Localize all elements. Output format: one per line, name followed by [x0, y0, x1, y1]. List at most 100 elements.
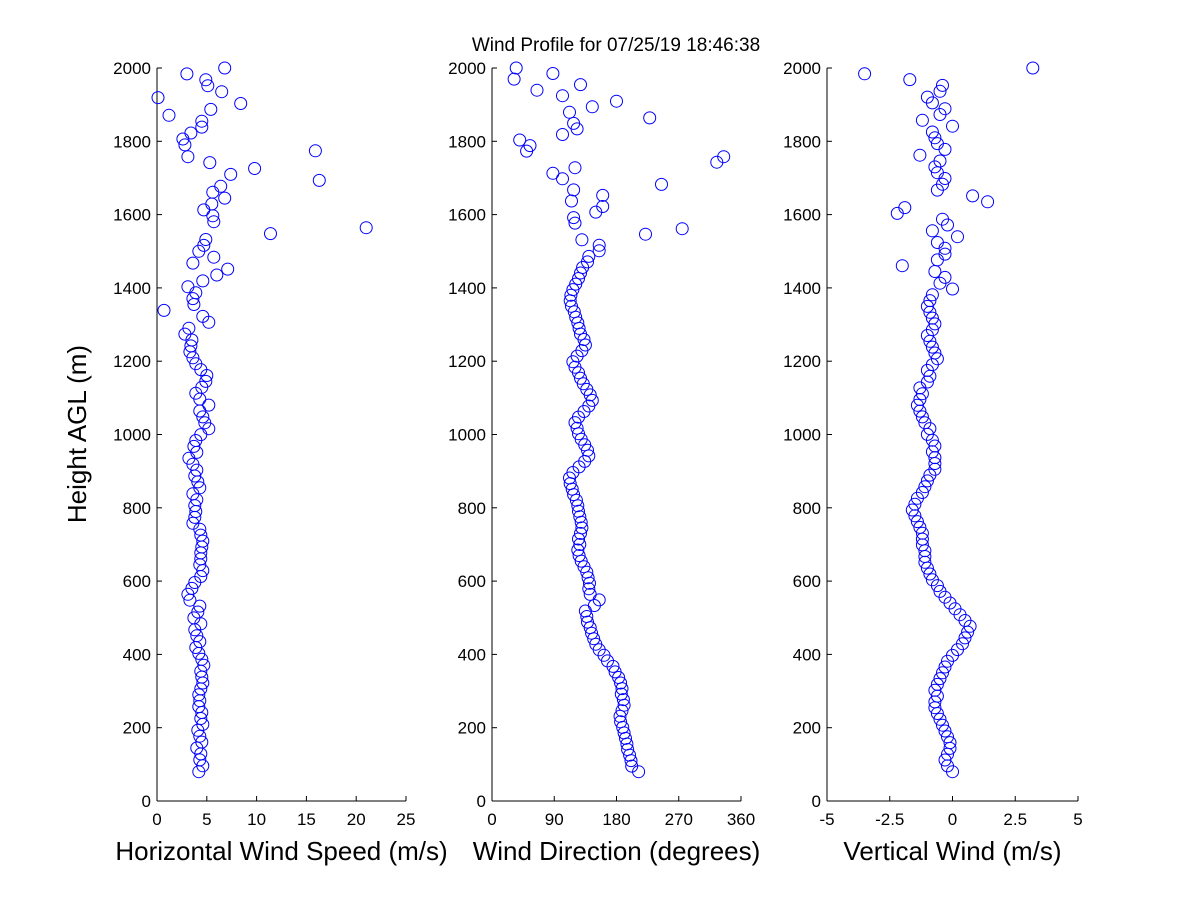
data-point: [592, 238, 606, 252]
data-point: [186, 292, 200, 306]
data-point: [184, 126, 198, 140]
data-point: [614, 676, 628, 690]
x-tick-label: -2.5: [875, 810, 904, 829]
y-tick-label: 600: [793, 572, 821, 591]
panel-2: 0 200 400 600 800 1000 1200 1400 1600 1800 2000 0 90…: [448, 59, 760, 866]
data-point: [196, 410, 210, 424]
data-point: [162, 108, 176, 122]
data-point: [614, 687, 628, 701]
data-point: [556, 128, 569, 141]
data-point: [918, 416, 932, 430]
data-point: [573, 510, 587, 524]
data-point: [930, 137, 944, 151]
y-tick-label: 800: [123, 499, 151, 518]
data-point: [938, 102, 952, 116]
data-point: [210, 268, 224, 282]
data-point: [218, 61, 232, 75]
data-point: [204, 102, 218, 116]
data-point: [643, 111, 657, 125]
data-point: [193, 753, 207, 767]
x-tick-label: 20: [347, 810, 366, 829]
data-point: [581, 571, 595, 585]
data-point: [546, 67, 560, 80]
data-point: [207, 250, 221, 264]
data-point: [568, 360, 582, 374]
data-point: [925, 573, 939, 587]
data-point: [925, 224, 939, 238]
data-point: [933, 584, 947, 598]
x-tick-label: 360: [727, 810, 755, 829]
data-point: [981, 195, 995, 209]
data-point: [575, 233, 589, 247]
data-point: [933, 84, 947, 98]
data-point: [193, 599, 207, 613]
data-point: [920, 474, 934, 488]
y-tick-label: 1000: [448, 426, 486, 445]
x-tick-label: 0: [152, 810, 161, 829]
data-point: [936, 177, 949, 191]
data-point: [895, 259, 909, 273]
data-point: [580, 610, 594, 623]
data-point: [190, 629, 204, 643]
data-point: [507, 72, 521, 86]
data-point: [930, 677, 944, 691]
data-point: [248, 162, 262, 175]
data-point: [581, 255, 594, 269]
data-point: [573, 538, 587, 551]
data-point: [312, 173, 326, 187]
data-point: [530, 83, 544, 97]
data-point: [196, 534, 210, 548]
data-point: [582, 582, 596, 596]
data-point: [564, 288, 578, 302]
data-point: [915, 410, 929, 424]
data-point: [936, 212, 949, 226]
data-point: [193, 729, 207, 743]
data-point: [575, 521, 589, 535]
x-tick-label: 2.5: [1003, 810, 1027, 829]
data-point: [943, 736, 957, 750]
data-point: [585, 626, 599, 640]
data-point: [199, 73, 213, 87]
y-tick-label: 800: [458, 499, 486, 518]
data-point: [556, 89, 569, 103]
data-point: [218, 191, 232, 205]
x-tick-label: 90: [545, 810, 564, 829]
data-point: [574, 526, 587, 540]
y-tick-label: 2000: [783, 59, 821, 78]
data-point: [592, 244, 606, 258]
data-point: [197, 658, 211, 672]
data-point: [523, 139, 537, 153]
data-point: [563, 105, 576, 119]
x-tick-label: 0: [948, 810, 957, 829]
x-axis-label: Wind Direction (degrees): [473, 836, 761, 866]
y-tick-label: 1200: [783, 352, 821, 371]
data-point: [903, 73, 917, 87]
data-point: [570, 421, 584, 435]
y-tick-label: 0: [477, 792, 486, 811]
data-point: [614, 715, 628, 729]
data-point: [583, 587, 597, 601]
data-point: [574, 371, 587, 385]
data-point: [567, 116, 581, 130]
data-point: [568, 216, 582, 230]
data-point: [928, 317, 942, 331]
data-point: [938, 753, 952, 767]
data-point: [938, 724, 952, 738]
data-point: [908, 497, 922, 511]
data-point: [898, 201, 912, 215]
data-point: [571, 543, 585, 557]
data-point: [933, 154, 947, 168]
data-point: [913, 520, 927, 534]
data-point: [936, 666, 949, 680]
data-point: [608, 665, 622, 679]
data-point: [509, 61, 523, 75]
data-point: [572, 549, 586, 563]
data-point: [613, 709, 627, 723]
data-point: [186, 256, 200, 270]
data-point: [207, 215, 221, 229]
data-point: [578, 338, 592, 352]
data-point: [946, 282, 959, 296]
data-point: [918, 480, 932, 494]
data-point: [913, 148, 927, 162]
data-point: [308, 144, 322, 158]
